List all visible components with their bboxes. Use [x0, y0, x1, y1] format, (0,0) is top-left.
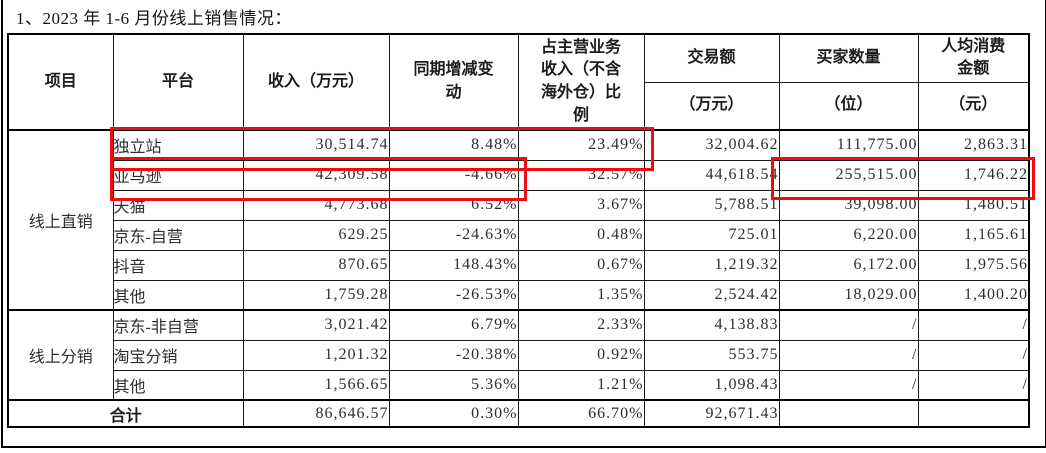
cell-percap: 2,863.31 — [917, 129, 1030, 161]
header-share: 占主营业务收入（不含海外仓）比例 — [517, 33, 645, 131]
cell-revenue: 30,514.74 — [242, 129, 390, 161]
cell-share: 66.70% — [517, 399, 645, 428]
cell-share: 32.57% — [517, 159, 645, 191]
table-row-direct-other: 其他 1,759.28 -26.53% 1.35% 2,524.42 18,02… — [8, 279, 1030, 311]
cell-revenue: 3,021.42 — [242, 309, 390, 341]
cell-buyers: 6,172.00 — [778, 249, 919, 281]
cell-revenue: 42,309.58 — [242, 159, 390, 191]
cell-share: 0.92% — [517, 339, 645, 371]
cell-revenue: 870.65 — [242, 249, 390, 281]
cell-platform: 京东-自营 — [112, 219, 244, 251]
header-yoy: 同期增减变动 — [388, 33, 519, 131]
cell-yoy: 6.79% — [388, 309, 519, 341]
cell-gmv: 4,138.83 — [643, 309, 780, 341]
cell-revenue: 4,773.68 — [242, 189, 390, 221]
online-sales-table: 项目 平台 收入（万元） 同期增减变动 占主营业务收入（不含海外仓）比例 交易额… — [7, 33, 1030, 428]
cell-platform: 独立站 — [112, 129, 244, 161]
cell-revenue: 1,759.28 — [242, 279, 390, 311]
cell-yoy: 148.43% — [388, 249, 519, 281]
header-share-text: 占主营业务收入（不含海外仓）比例 — [540, 38, 621, 124]
header-buyers-unit: （位） — [778, 81, 919, 131]
cell-revenue: 86,646.57 — [242, 399, 390, 428]
cell-share: 0.48% — [517, 219, 645, 251]
cell-percap: 1,746.22 — [917, 159, 1030, 191]
cell-buyers: 6,220.00 — [778, 219, 919, 251]
header-revenue: 收入（万元） — [242, 33, 390, 131]
cell-percap: / — [917, 309, 1030, 341]
cell-share: 1.35% — [517, 279, 645, 311]
cell-share: 1.21% — [517, 369, 645, 401]
cell-buyers: 255,515.00 — [778, 159, 919, 191]
table-row-total: 合计 86,646.57 0.30% 66.70% 92,671.43 — [7, 399, 1030, 428]
header-item: 项目 — [7, 33, 114, 131]
cell-yoy: 0.30% — [388, 399, 519, 428]
cell-yoy: -26.53% — [388, 279, 519, 311]
cell-yoy: -20.38% — [388, 339, 519, 371]
cell-buyers — [778, 399, 919, 428]
cell-gmv: 44,618.54 — [643, 159, 780, 191]
cell-platform: 亚马逊 — [112, 159, 244, 191]
group-label-distribution: 线上分销 — [7, 309, 114, 401]
cell-yoy: -24.63% — [388, 219, 519, 251]
cell-percap: 1,400.20 — [917, 279, 1030, 311]
cell-percap: / — [917, 339, 1030, 371]
group-label-direct: 线上直销 — [7, 129, 114, 311]
table-row-amazon: 亚马逊 42,309.58 -4.66% 32.57% 44,618.54 25… — [8, 159, 1030, 191]
cell-gmv: 2,524.42 — [643, 279, 780, 311]
cell-gmv: 553.75 — [643, 339, 780, 371]
cell-percap: / — [917, 369, 1030, 401]
cell-buyers: 39,098.00 — [778, 189, 919, 221]
header-buyers: 买家数量 — [778, 33, 919, 83]
cell-share: 3.67% — [517, 189, 645, 221]
cell-buyers: 111,775.00 — [778, 129, 919, 161]
header-percap-text: 人均消费金额 — [941, 37, 1006, 78]
total-label: 合计 — [7, 399, 244, 428]
cell-revenue: 629.25 — [242, 219, 390, 251]
cell-platform: 抖音 — [112, 249, 244, 281]
header-gmv: 交易额 — [643, 33, 780, 83]
cell-platform: 京东-非自营 — [112, 309, 244, 341]
cell-buyers: / — [778, 309, 919, 341]
cell-revenue: 1,201.32 — [242, 339, 390, 371]
header-yoy-text: 同期增减变动 — [413, 61, 494, 101]
table-row-dulizhan: 线上直销 独立站 30,514.74 8.48% 23.49% 32,004.6… — [7, 129, 1030, 311]
cell-platform: 天猫 — [112, 189, 244, 221]
cell-platform: 淘宝分销 — [112, 339, 244, 371]
cell-yoy: 8.48% — [388, 129, 519, 161]
cell-platform: 其他 — [112, 279, 244, 311]
header-gmv-unit: （万元） — [643, 81, 780, 131]
section-title: 1、2023 年 1-6 月份线上销售情况： — [16, 9, 292, 28]
cell-percap: 1,480.51 — [917, 189, 1030, 221]
header-percap: 人均消费金额 — [917, 33, 1030, 83]
cell-percap — [917, 399, 1030, 428]
cell-buyers: 18,029.00 — [778, 279, 919, 311]
table-row-douyin: 抖音 870.65 148.43% 0.67% 1,219.32 6,172.0… — [8, 249, 1030, 281]
table-row-taobao-dist: 淘宝分销 1,201.32 -20.38% 0.92% 553.75 / / — [8, 339, 1030, 371]
table-row-jd-self: 京东-自营 629.25 -24.63% 0.48% 725.01 6,220.… — [8, 219, 1030, 251]
cell-share: 0.67% — [517, 249, 645, 281]
table-row-jd-nonself: 线上分销 京东-非自营 3,021.42 6.79% 2.33% 4,138.8… — [7, 309, 1030, 401]
cell-yoy: 6.52% — [388, 189, 519, 221]
cell-platform: 其他 — [112, 369, 244, 401]
cell-gmv: 92,671.43 — [643, 399, 780, 428]
table-row-tmall: 天猫 4,773.68 6.52% 3.67% 5,788.51 39,098.… — [8, 189, 1030, 221]
cell-percap: 1,165.61 — [917, 219, 1030, 251]
cell-buyers: / — [778, 369, 919, 401]
cell-gmv: 1,219.32 — [643, 249, 780, 281]
header-percap-unit: （元） — [917, 81, 1030, 131]
cell-gmv: 725.01 — [643, 219, 780, 251]
cell-gmv: 5,788.51 — [643, 189, 780, 221]
cell-yoy: 5.36% — [388, 369, 519, 401]
cell-share: 23.49% — [517, 129, 645, 161]
cell-buyers: / — [778, 339, 919, 371]
cell-share: 2.33% — [517, 309, 645, 341]
cell-gmv: 1,098.43 — [643, 369, 780, 401]
header-platform: 平台 — [112, 33, 244, 131]
cell-gmv: 32,004.62 — [643, 129, 780, 161]
table-row-dist-other: 其他 1,566.65 5.36% 1.21% 1,098.43 / / — [8, 369, 1030, 401]
cell-revenue: 1,566.65 — [242, 369, 390, 401]
cell-yoy: -4.66% — [388, 159, 519, 191]
cell-percap: 1,975.56 — [917, 249, 1030, 281]
